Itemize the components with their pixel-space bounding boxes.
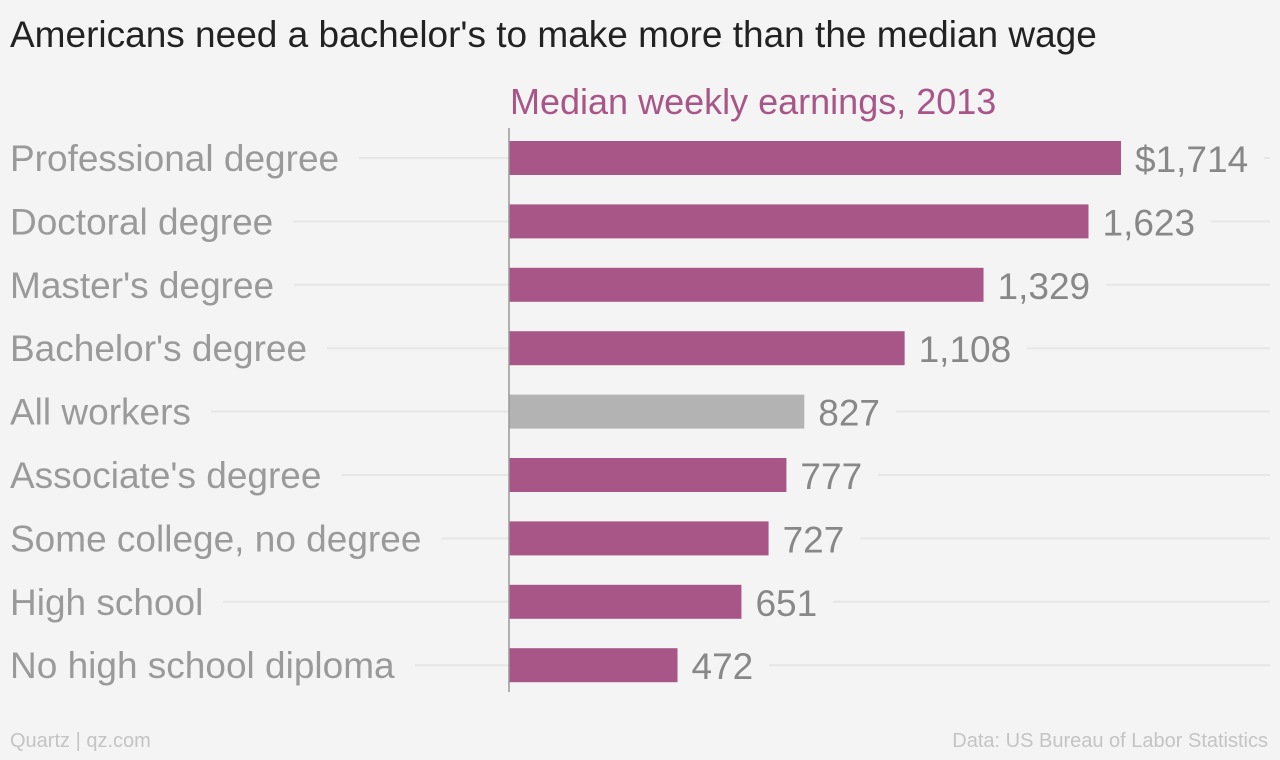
value-label-some-college-no-degree: 727 [783,519,845,560]
category-label-bachelor-s-degree: Bachelor's degree [10,328,307,369]
gridlines [210,157,1270,667]
category-label-all-workers: All workers [10,392,191,433]
bar-doctoral-degree [509,204,1089,239]
value-label-doctoral-degree: 1,623 [1103,202,1196,243]
bar-high-school [509,584,742,619]
chart-subtitle: Median weekly earnings, 2013 [510,81,996,122]
category-label-high-school: High school [10,582,203,623]
value-label-bachelor-s-degree: 1,108 [919,329,1012,370]
category-label-no-high-school-diploma: No high school diploma [10,645,395,686]
category-label-professional-degree: Professional degree [10,138,339,179]
value-label-associate-s-degree: 777 [800,456,862,497]
value-label-no-high-school-diploma: 472 [692,646,754,687]
category-label-associate-s-degree: Associate's degree [10,455,321,496]
category-labels: Professional degree Doctoral degree Master… [10,138,421,686]
category-label-some-college-no-degree: Some college, no degree [10,518,421,559]
bar-associate-s-degree [509,458,787,492]
bar-professional-degree [509,141,1121,175]
value-label-professional-degree: $1,714 [1135,139,1248,180]
bar-no-high-school-diploma [509,648,678,683]
footer-source: Data: US Bureau of Labor Statistics [952,730,1268,752]
bar-some-college-no-degree [509,521,769,556]
bar-master-s-degree [509,267,984,302]
bar-all-workers [509,394,805,429]
category-label-doctoral-degree: Doctoral degree [10,201,273,242]
value-label-high-school: 651 [755,583,817,624]
chart-title: Americans need a bachelor's to make more… [10,14,1097,55]
bar-bachelor-s-degree [509,331,905,366]
bars [509,141,1121,683]
value-label-all-workers: 827 [818,393,880,434]
value-label-master-s-degree: 1,329 [998,266,1091,307]
category-label-master-s-degree: Master's degree [10,265,274,306]
footer-credit: Quartz | qz.com [10,730,151,752]
